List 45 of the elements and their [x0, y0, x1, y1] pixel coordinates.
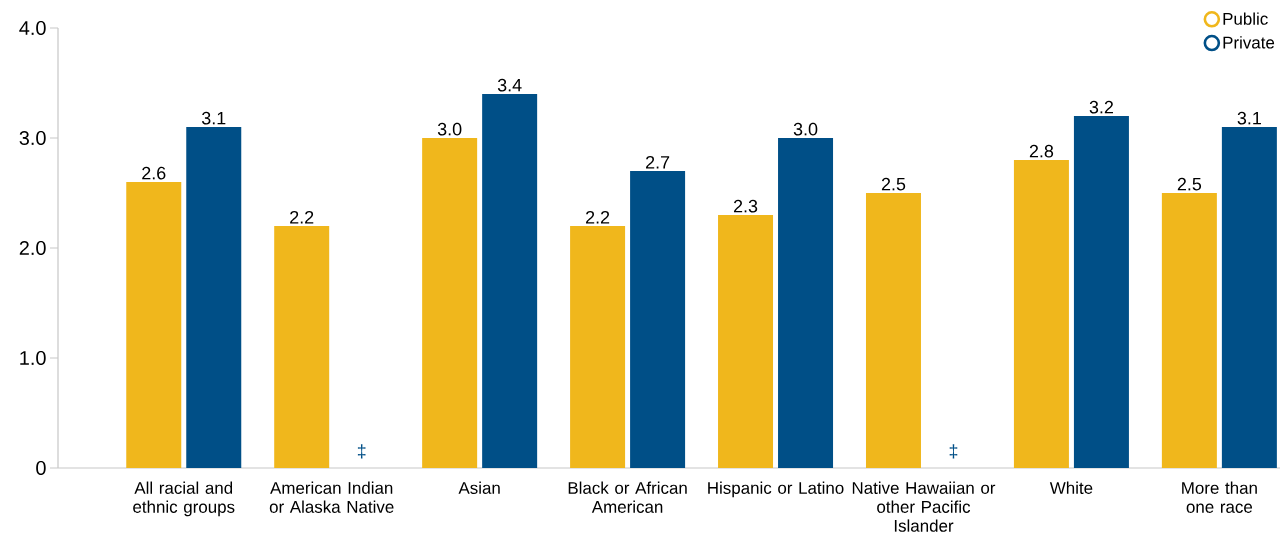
x-tick-label: Black or African American — [568, 481, 687, 513]
bar — [274, 226, 330, 468]
bar — [422, 138, 478, 468]
legend-label: Private — [1223, 36, 1275, 49]
data-label: 2.7 — [646, 155, 670, 169]
bar — [482, 94, 538, 468]
x-tick-label: White — [1049, 481, 1093, 494]
y-tick-label: 0 — [36, 460, 46, 476]
y-tick-label: 4.0 — [19, 20, 46, 36]
data-label: 3.4 — [497, 78, 522, 92]
data-label: 2.2 — [290, 210, 314, 224]
text: ‡ — [949, 444, 958, 459]
y-tick-label: 3.0 — [19, 130, 46, 146]
bar — [186, 127, 242, 468]
data-label: 2.5 — [1177, 177, 1202, 191]
data-label: 3.1 — [1237, 111, 1261, 125]
x-tick-label: More than one race — [1182, 481, 1257, 513]
bar — [630, 171, 686, 468]
y-tick-label: 1.0 — [20, 350, 46, 366]
bar — [865, 193, 921, 468]
bar — [1221, 127, 1277, 468]
y-tick-label: 2.0 — [19, 240, 46, 256]
x-tick-label: Hispanic or Latino — [708, 481, 844, 498]
data-label: 3.1 — [201, 111, 226, 125]
data-label: 3.0 — [437, 122, 462, 136]
x-tick-label: American Indian or Alaska Native — [269, 481, 394, 513]
data-label: 3.0 — [793, 122, 818, 136]
data-label: 2.5 — [881, 177, 906, 191]
bar — [718, 215, 774, 468]
data-label: 3.2 — [1089, 100, 1113, 114]
bar — [1073, 116, 1129, 468]
bar — [1013, 160, 1069, 468]
x-tick-label: Asian — [458, 481, 500, 494]
bar — [570, 226, 626, 468]
legend-label: Public — [1223, 12, 1268, 25]
bar — [126, 182, 182, 468]
text: ‡ — [357, 444, 366, 459]
bar — [1161, 193, 1217, 468]
data-label: 2.2 — [586, 210, 610, 224]
x-tick-label: Native Hawaiian or other Pacific Islander — [852, 481, 996, 532]
bar — [778, 138, 834, 468]
x-tick-label: All racial and ethnic groups — [133, 481, 235, 517]
data-label: 2.3 — [733, 199, 758, 213]
data-label: 2.6 — [142, 166, 166, 180]
data-label: 2.8 — [1029, 144, 1054, 158]
